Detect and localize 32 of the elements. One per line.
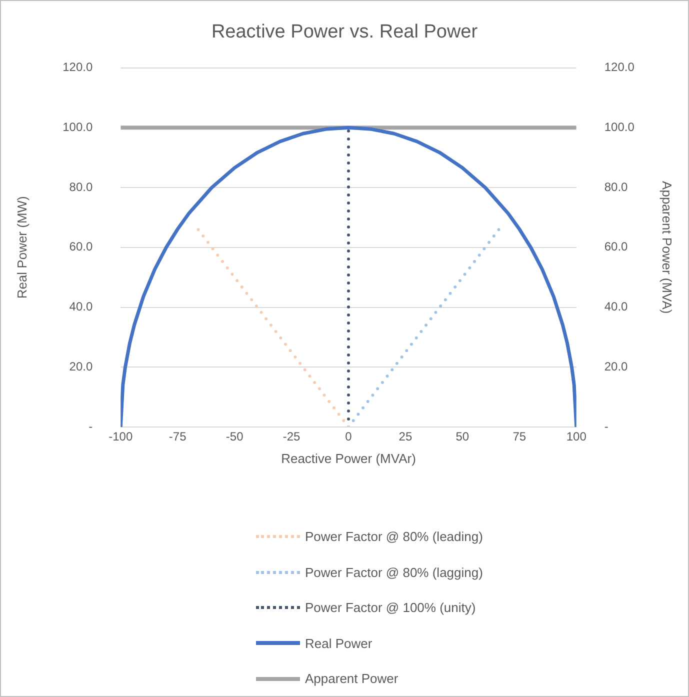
x-tick-label: 25 xyxy=(398,430,412,444)
legend-label: Power Factor @ 80% (lagging) xyxy=(305,564,483,580)
y-axis-title: Real Power (MW) xyxy=(14,196,30,299)
y2-tick-label: 20.0 xyxy=(604,359,628,374)
x-tick-label: -75 xyxy=(168,430,187,444)
x-tick-label: 0 xyxy=(345,430,352,444)
y2-axis-title: Apparent Power (MVA) xyxy=(660,181,675,314)
x-axis-title: Reactive Power (MVAr) xyxy=(281,450,416,466)
y-tick-label: 80.0 xyxy=(69,180,93,194)
x-tick-label: 100 xyxy=(566,430,587,444)
y2-tick-label: 80.0 xyxy=(604,180,628,194)
y2-tick-label: 120.0 xyxy=(604,60,635,74)
y-tick-label: 20.0 xyxy=(69,359,93,374)
x-tick-label: 75 xyxy=(512,430,526,444)
y-tick-label: 60.0 xyxy=(69,240,93,254)
y-tick-label: 120.0 xyxy=(62,60,93,74)
y2-tick-label: 40.0 xyxy=(604,300,628,314)
y-tick-label: 100.0 xyxy=(62,120,93,134)
legend-label: Power Factor @ 100% (unity) xyxy=(305,600,476,616)
y2-tick-label: 60.0 xyxy=(604,240,628,254)
x-tick-label: -100 xyxy=(108,430,133,444)
y2-tick-label: 100.0 xyxy=(604,120,635,134)
x-tick-label: 50 xyxy=(456,430,470,444)
chart-title: Reactive Power vs. Real Power xyxy=(211,22,478,43)
legend-label: Apparent Power xyxy=(305,671,398,686)
y2-tick-label: - xyxy=(604,419,608,434)
legend-label: Real Power xyxy=(305,636,372,651)
x-tick-label: -50 xyxy=(226,430,244,444)
y-tick-label: 40.0 xyxy=(69,300,93,314)
legend-label: Power Factor @ 80% (leading) xyxy=(305,529,483,544)
x-tick-label: -25 xyxy=(282,430,301,444)
y-tick-label: - xyxy=(88,419,93,434)
